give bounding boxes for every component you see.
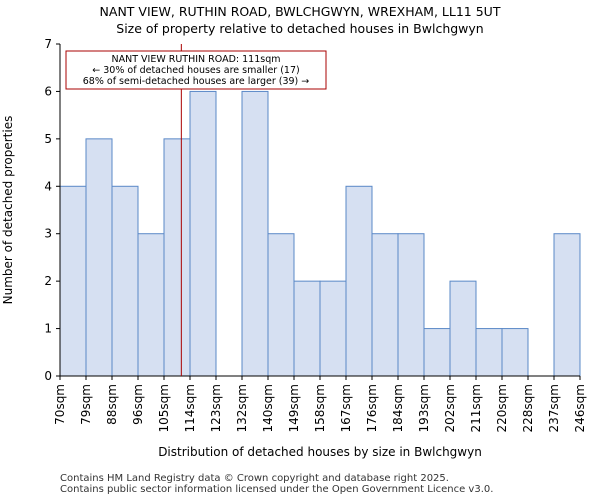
x-tick-label: 70sqm [53, 384, 67, 425]
bar-140sqm [267, 233, 295, 377]
bar-132sqm [241, 90, 269, 377]
y-tick-label: 1 [44, 322, 52, 336]
x-tick-label: 184sqm [391, 384, 405, 432]
y-tick-label: 2 [44, 274, 52, 288]
footer-line-1: Contains HM Land Registry data © Crown c… [60, 473, 449, 484]
chart-subtitle: Size of property relative to detached ho… [116, 21, 484, 36]
x-axis-label: Distribution of detached houses by size … [158, 445, 482, 459]
bar-220sqm [501, 328, 529, 377]
footer-line-2: Contains public sector information licen… [60, 484, 494, 495]
x-tick-label: 105sqm [157, 384, 171, 432]
bar-88sqm [111, 185, 139, 377]
annotation-line-3: 68% of semi-detached houses are larger (… [83, 76, 310, 87]
bar-158sqm [319, 280, 347, 377]
bar-149sqm [293, 280, 321, 377]
y-tick-label: 6 [44, 84, 52, 98]
x-tick-label: 211sqm [469, 384, 483, 432]
bar-167sqm [345, 185, 373, 377]
bar-70sqm [59, 185, 87, 377]
x-tick-label: 149sqm [287, 384, 301, 432]
x-tick-label: 123sqm [209, 384, 223, 432]
x-tick-label: 246sqm [573, 384, 587, 432]
x-tick-label: 158sqm [313, 384, 327, 432]
x-tick-label: 140sqm [261, 384, 275, 432]
bar-176sqm [371, 233, 399, 377]
bar-211sqm [475, 328, 503, 377]
y-tick-label: 3 [44, 227, 52, 241]
x-tick-label: 167sqm [339, 384, 353, 432]
bar-202sqm [449, 280, 477, 377]
y-tick-label: 0 [44, 369, 52, 383]
y-tick-label: 7 [44, 37, 52, 51]
bar-237sqm [553, 233, 581, 377]
x-tick-label: 96sqm [131, 384, 145, 425]
x-tick-label: 237sqm [547, 384, 561, 432]
x-tick-label: 79sqm [79, 384, 93, 425]
chart-title: NANT VIEW, RUTHIN ROAD, BWLCHGWYN, WREXH… [99, 4, 501, 19]
x-tick-label: 228sqm [521, 384, 535, 432]
y-tick-label: 4 [44, 179, 52, 193]
annotation-box [65, 50, 327, 90]
x-tick-label: 176sqm [365, 384, 379, 432]
x-tick-label: 114sqm [183, 384, 197, 432]
bar-105sqm [163, 138, 191, 377]
x-tick-label: 202sqm [443, 384, 457, 432]
y-axis-label: Number of detached properties [1, 116, 15, 305]
annotation-line-1: NANT VIEW RUTHIN ROAD: 111sqm [112, 54, 281, 65]
x-tick-label: 88sqm [105, 384, 119, 425]
bar-193sqm [423, 328, 451, 377]
bar-184sqm [397, 233, 425, 377]
bar-114sqm [189, 90, 217, 377]
bar-79sqm [85, 138, 113, 377]
y-tick-label: 5 [44, 132, 52, 146]
x-tick-label: 132sqm [235, 384, 249, 432]
x-tick-label: 220sqm [495, 384, 509, 432]
annotation-line-2: ← 30% of detached houses are smaller (17… [92, 65, 299, 76]
x-tick-label: 193sqm [417, 384, 431, 432]
bar-96sqm [137, 233, 165, 377]
